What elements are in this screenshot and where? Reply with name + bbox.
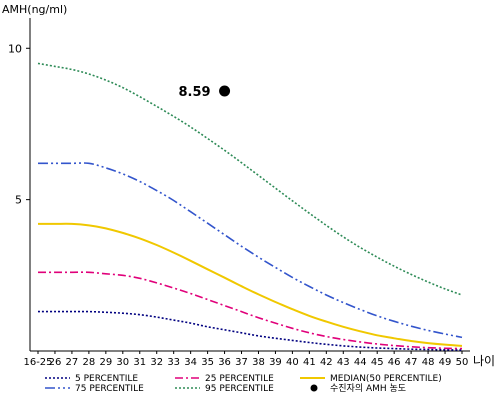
x-tick-label: 33 [167, 357, 180, 368]
x-tick-label: 27 [66, 357, 79, 368]
x-tick-label: 29 [99, 357, 112, 368]
x-tick-label: 45 [371, 357, 384, 368]
patient-point-label: 8.59 [178, 85, 210, 100]
legend-label-median-50-percentile: MEDIAN(50 PERCENTILE) [330, 374, 442, 384]
y-tick-label: 5 [15, 194, 22, 207]
patient-point [219, 85, 231, 97]
series-line-75-percentile [38, 162, 463, 339]
legend-label-75-percentile: 75 PERCENTILE [75, 384, 144, 394]
x-tick-label: 30 [116, 357, 129, 368]
x-tick-label: 47 [405, 357, 418, 368]
x-tick-label: 41 [303, 357, 316, 368]
x-tick-label: 43 [337, 357, 350, 368]
x-tick-label: 42 [320, 357, 333, 368]
x-tick-label: 32 [150, 357, 163, 368]
x-tick-label: 31 [133, 357, 146, 368]
x-tick-label: 26 [49, 357, 62, 368]
legend-label-95-percentile: 95 PERCENTILE [205, 384, 274, 394]
x-tick-label: 28 [83, 357, 96, 368]
x-tick-label: 50 [456, 357, 469, 368]
series-line-25-percentile [38, 271, 463, 350]
x-tick-label: 48 [422, 357, 435, 368]
legend-label-patient: 수진자의 AMH 농도 [330, 383, 406, 394]
x-tick-label: 35 [201, 357, 214, 368]
x-tick-label: 16-25 [23, 357, 52, 368]
x-tick-label: 44 [354, 357, 367, 368]
patient-marker: 8.59 [178, 85, 231, 100]
series-line-median-50-percentile [38, 222, 463, 347]
series-line-5-percentile [38, 310, 463, 351]
y-tick-label: 10 [8, 42, 22, 55]
x-tick-label: 40 [286, 357, 299, 368]
legend-label-5-percentile: 5 PERCENTILE [75, 374, 138, 384]
series-line-95-percentile [37, 62, 463, 296]
x-axis-title: 나이 [473, 354, 495, 368]
x-tick-label: 38 [252, 357, 265, 368]
series-lines [37, 62, 463, 351]
legend: 5 PERCENTILE 25 PERCENTILE MEDIAN(50 PERCE… [45, 374, 442, 394]
x-tick-label: 39 [269, 357, 282, 368]
y-axis-title: AMH(ng/ml) [2, 3, 67, 16]
legend-label-25-percentile: 25 PERCENTILE [205, 374, 274, 384]
legend-swatch-patient [310, 384, 318, 392]
y-ticks: 5 10 [8, 42, 30, 207]
x-tick-label: 46 [388, 357, 401, 368]
x-tick-label: 37 [235, 357, 248, 368]
x-tick-label: 34 [184, 357, 197, 368]
x-tick-label: 49 [439, 357, 452, 368]
x-tick-label: 36 [218, 357, 231, 368]
